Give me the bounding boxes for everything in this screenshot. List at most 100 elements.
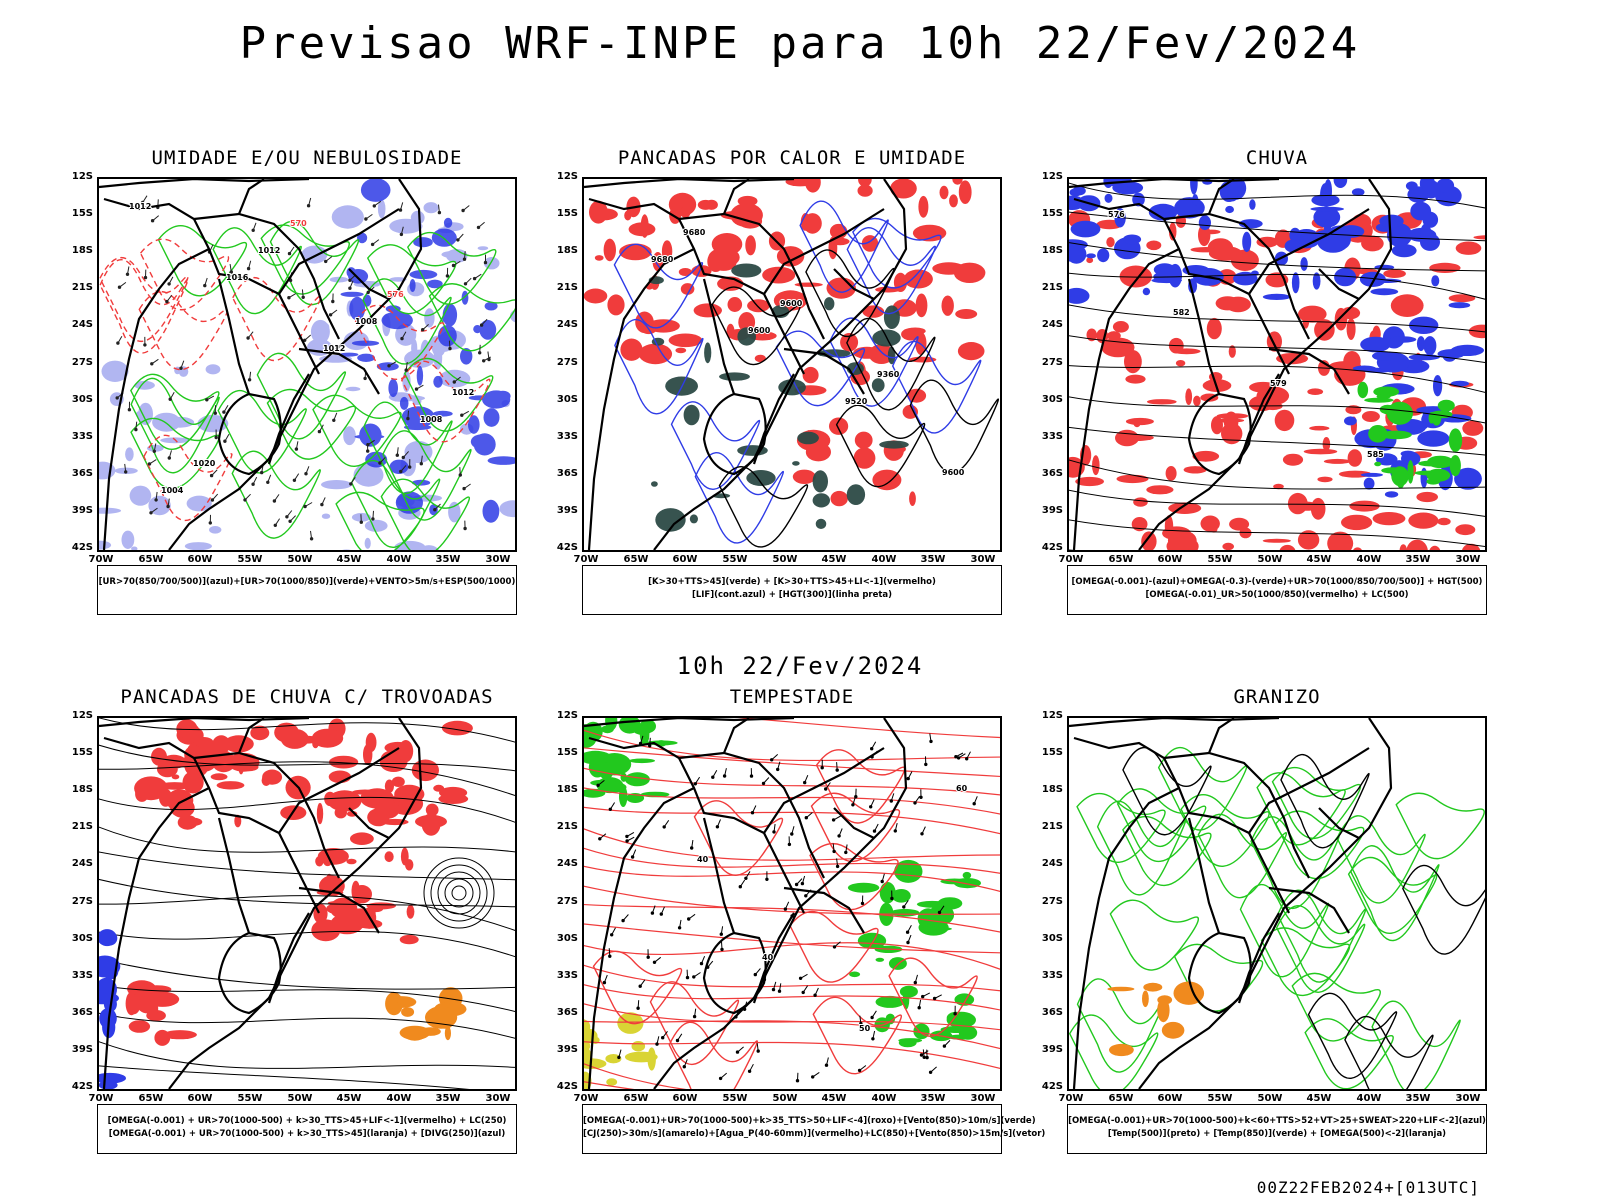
contour-label: 1008 — [420, 415, 443, 424]
longitude-label: 45W — [1306, 554, 1332, 565]
longitude-label: 70W — [1058, 1093, 1084, 1104]
longitude-label: 35W — [1405, 1093, 1431, 1104]
longitude-label: 55W — [1207, 1093, 1233, 1104]
panel-legend: [OMEGA(-0.001) + UR>70(1000-500) + k>30_… — [97, 1104, 517, 1154]
longitude-label: 30W — [1455, 554, 1481, 565]
panel-title: UMIDADE E/OU NEBULOSIDADE — [151, 147, 463, 169]
latitude-label: 12S — [71, 171, 93, 182]
legend-line: [OMEGA(-0.001) + UR>70(1000-500) + k>30_… — [107, 1116, 507, 1126]
latitude-label: 30S — [1041, 933, 1063, 944]
longitude-label: 30W — [485, 554, 511, 565]
longitude-label: 55W — [1207, 554, 1233, 565]
panel-legend: [K>30+TTS>45](verde) + [K>30+TTS>45+LI<-… — [582, 565, 1002, 615]
latitude-label: 24S — [556, 319, 578, 330]
low-level-humidity-contours — [130, 220, 515, 550]
latitude-label: 18S — [1041, 245, 1063, 256]
wind850-green-nw-area — [584, 718, 678, 807]
longitude-label: 45W — [821, 554, 847, 565]
lc850-red-contours — [592, 749, 978, 1089]
streamlines-250 — [99, 718, 515, 1089]
temp500-black-contours — [1122, 746, 1485, 1089]
contour-label: 60 — [956, 784, 968, 793]
country-borders — [584, 718, 908, 1089]
longitude-label: 50W — [1257, 1093, 1283, 1104]
latitude-label: 12S — [1041, 710, 1063, 721]
legend-line: [CJ(250)>30m/s](amarelo)+[Agua_P(40-60mm… — [583, 1129, 1046, 1139]
longitude-label: 55W — [722, 1093, 748, 1104]
omega500-orange-dots — [1107, 981, 1205, 1057]
latitude-label: 33S — [1041, 970, 1063, 981]
latitude-label: 15S — [556, 747, 578, 758]
longitude-label: 50W — [287, 1093, 313, 1104]
contour-label: 579 — [1270, 379, 1287, 388]
thunderstorm-area-south — [125, 980, 197, 1046]
divergence-blue-area — [99, 929, 126, 1089]
contour-label: 1004 — [161, 486, 184, 495]
longitude-label: 60W — [672, 1093, 698, 1104]
uruguay-outline — [217, 392, 282, 476]
latitude-label: 33S — [556, 970, 578, 981]
longitude-label: 65W — [138, 1093, 164, 1104]
latitude-label: 18S — [71, 245, 93, 256]
instability-orange-area — [385, 987, 467, 1041]
latitude-label: 12S — [556, 171, 578, 182]
panel-title: CHUVA — [1245, 147, 1309, 169]
latitude-label: 39S — [71, 505, 93, 516]
latitude-label: 21S — [71, 282, 93, 293]
longitude-label: 35W — [920, 554, 946, 565]
latitude-label: 21S — [556, 282, 578, 293]
contour-label: 9600 — [780, 299, 803, 308]
latitude-label: 27S — [1041, 357, 1063, 368]
country-borders — [1069, 718, 1393, 1089]
longitude-label: 45W — [336, 1093, 362, 1104]
longitude-label: 65W — [138, 554, 164, 565]
contour-label: 9520 — [845, 397, 868, 406]
legend-line: [LIF](cont.azul) + [HGT(300)](linha pret… — [691, 590, 893, 600]
coastline — [584, 718, 908, 1089]
latitude-label: 39S — [71, 1044, 93, 1055]
wind-vectors — [115, 195, 491, 541]
longitude-label: 40W — [871, 554, 897, 565]
contour-label: 585 — [1367, 450, 1384, 459]
latitude-label: 30S — [71, 394, 93, 405]
panel-legend: [UR>70(850/700/500)](azul)+[UR>70(1000/8… — [97, 565, 517, 615]
longitude-label: 50W — [772, 1093, 798, 1104]
latitude-label: 30S — [1041, 394, 1063, 405]
latitude-label: 24S — [71, 858, 93, 869]
longitude-label: 45W — [336, 554, 362, 565]
latitude-label: 33S — [556, 431, 578, 442]
latitude-label: 39S — [556, 1044, 578, 1055]
latitude-label: 36S — [71, 468, 93, 479]
longitude-label: 70W — [88, 554, 114, 565]
latitude-label: 12S — [1041, 171, 1063, 182]
longitude-label: 40W — [1356, 1093, 1382, 1104]
panel-legend: [OMEGA(-0.001)+UR>70(1000-500)+k>35_TTS>… — [582, 1104, 1046, 1154]
latitude-label: 30S — [556, 933, 578, 944]
contour-label: 1012 — [129, 202, 151, 211]
latitude-label: 30S — [71, 933, 93, 944]
latitude-label: 27S — [556, 357, 578, 368]
map-area — [1067, 716, 1487, 1091]
wind850-green-se-area — [847, 859, 981, 1048]
panel-legend: [OMEGA(-0.001)-(azul)+OMEGA(-0.3)-(verde… — [1067, 565, 1487, 615]
country-borders — [584, 179, 908, 550]
contour-label: 9600 — [748, 326, 771, 335]
latitude-label: 42S — [1041, 542, 1063, 553]
latitude-label: 15S — [71, 208, 93, 219]
panel-title: GRANIZO — [1233, 686, 1321, 708]
longitude-label: 55W — [237, 1093, 263, 1104]
legend-line: [UR>70(850/700/500)](azul)+[UR>70(1000/8… — [98, 577, 516, 587]
latitude-label: 30S — [556, 394, 578, 405]
longitude-label: 70W — [88, 1093, 114, 1104]
longitude-label: 60W — [1157, 1093, 1183, 1104]
longitude-label: 40W — [386, 554, 412, 565]
latitude-label: 21S — [1041, 282, 1063, 293]
uruguay-outline — [1187, 392, 1252, 476]
contour-label: 1012 — [452, 388, 474, 397]
latitude-label: 18S — [556, 784, 578, 795]
latitude-label: 39S — [556, 505, 578, 516]
latitude-label: 15S — [556, 208, 578, 219]
latitude-label: 36S — [1041, 468, 1063, 479]
thunderstorm-area-north — [134, 718, 473, 836]
contour-label: 1012 — [258, 246, 280, 255]
